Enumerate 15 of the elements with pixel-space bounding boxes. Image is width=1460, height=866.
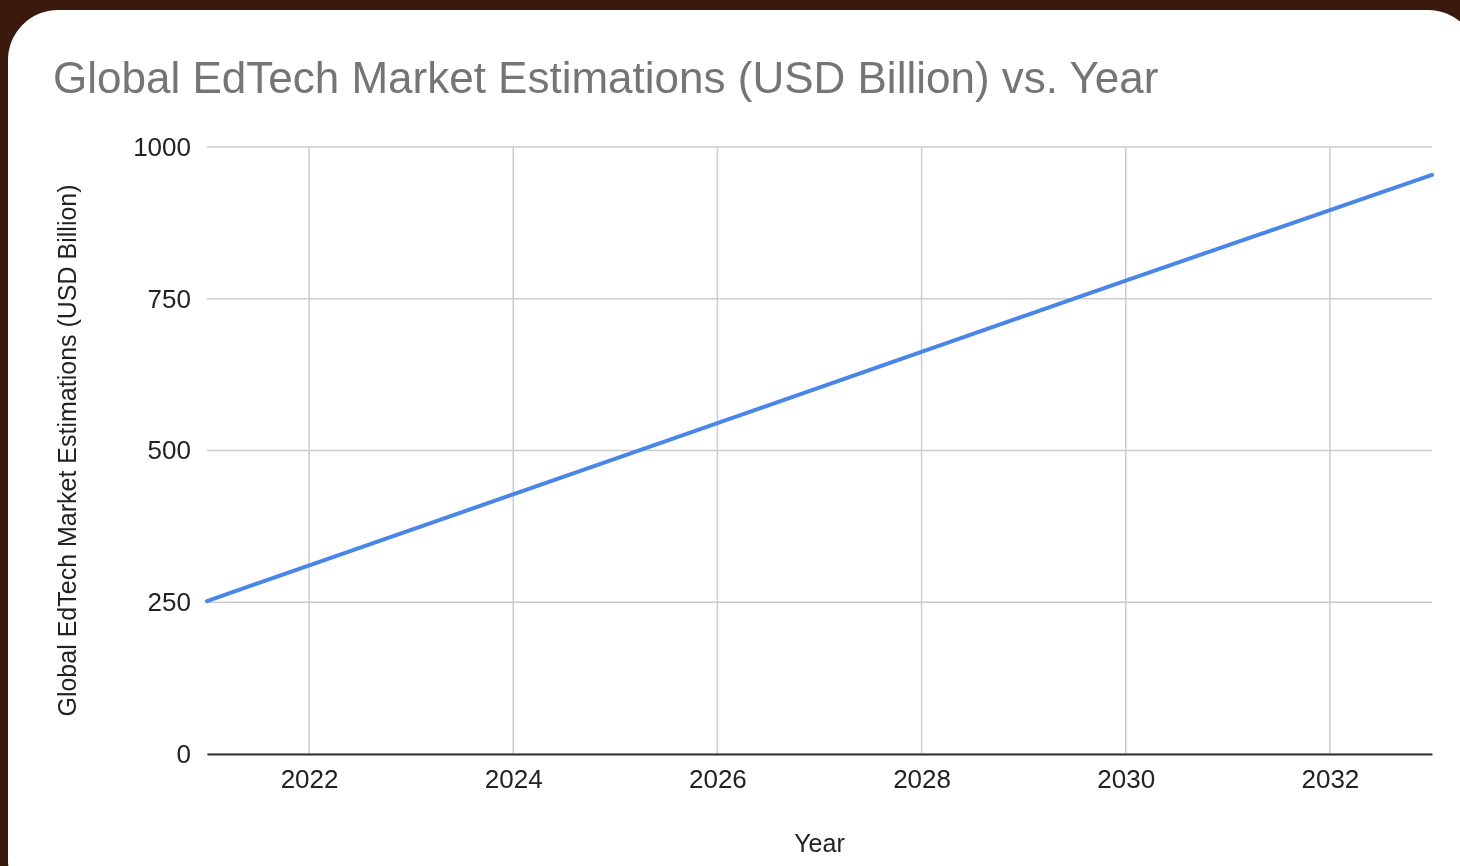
y-tick-label: 0 (176, 738, 191, 769)
y-axis-title: Global EdTech Market Estimations (USD Billion) (53, 184, 81, 717)
x-tick-label: 2030 (1097, 764, 1156, 795)
y-tick-label: 1000 (133, 131, 191, 162)
line-series (205, 172, 1434, 604)
y-tick-label: 750 (147, 283, 191, 314)
x-tick-label: 2032 (1301, 764, 1360, 795)
y-tick-label: 250 (147, 587, 191, 618)
x-tick-label: 2026 (688, 764, 747, 795)
x-tick-label: 2024 (484, 764, 543, 795)
x-tick-label: 2022 (280, 764, 339, 795)
x-axis-title: Year (794, 829, 845, 857)
chart-title: Global EdTech Market Estimations (USD Billion) vs. Year (53, 53, 1159, 102)
y-tick-label: 500 (147, 435, 191, 466)
x-tick-label: 2028 (893, 764, 952, 795)
